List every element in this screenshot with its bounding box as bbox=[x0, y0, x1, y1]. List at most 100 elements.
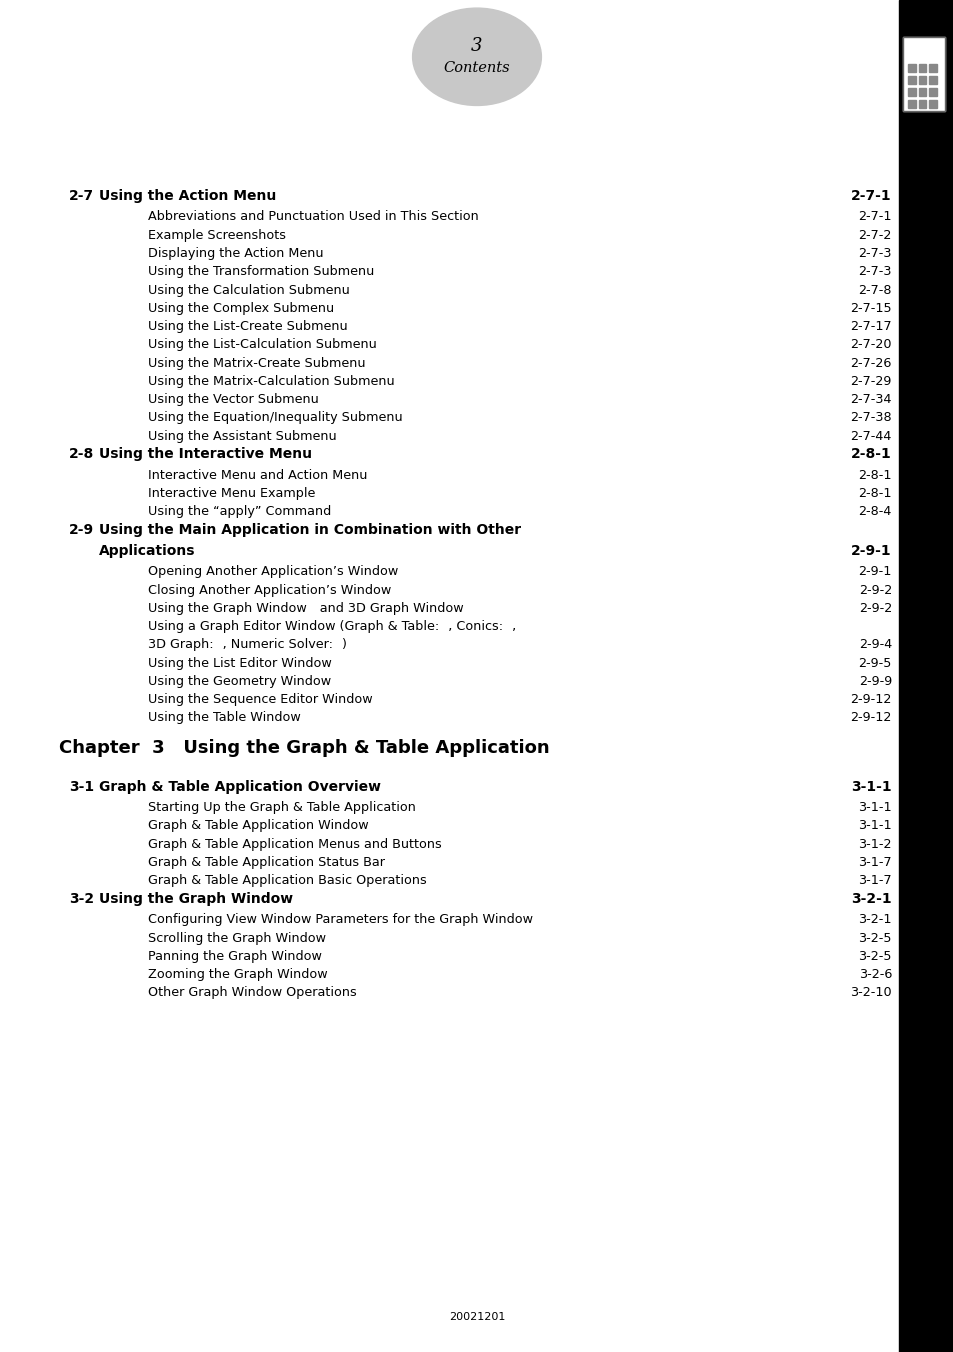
Bar bbox=[918, 64, 925, 72]
Text: 2-7-15: 2-7-15 bbox=[849, 301, 891, 315]
Text: Using the List Editor Window: Using the List Editor Window bbox=[148, 657, 340, 669]
Text: Using the Assistant Submenu: Using the Assistant Submenu bbox=[148, 430, 336, 442]
Bar bbox=[898, 0, 953, 1352]
Text: Graph & Table Application Basic Operations: Graph & Table Application Basic Operatio… bbox=[148, 875, 426, 887]
Text: 2-9: 2-9 bbox=[69, 523, 93, 537]
Text: 3D Graph:   , Numeric Solver:   ): 3D Graph: , Numeric Solver: ) bbox=[148, 638, 346, 652]
Text: Starting Up the Graph & Table Application: Starting Up the Graph & Table Applicatio… bbox=[148, 802, 416, 814]
Text: 20021201: 20021201 bbox=[448, 1311, 505, 1322]
Text: 2-9-5: 2-9-5 bbox=[858, 657, 891, 669]
Bar bbox=[907, 47, 940, 68]
Bar bbox=[928, 100, 936, 108]
Text: 3-2-5: 3-2-5 bbox=[858, 932, 891, 945]
Text: 3-2-10: 3-2-10 bbox=[849, 987, 891, 999]
Text: 3-1-7: 3-1-7 bbox=[858, 875, 891, 887]
Text: Interactive Menu Example: Interactive Menu Example bbox=[148, 487, 314, 500]
Bar bbox=[918, 100, 925, 108]
Text: 3: 3 bbox=[471, 37, 482, 55]
Bar bbox=[907, 76, 915, 84]
Text: Chapter  3   Using the Graph & Table Application: Chapter 3 Using the Graph & Table Applic… bbox=[59, 740, 549, 757]
Text: Configuring View Window Parameters for the Graph Window: Configuring View Window Parameters for t… bbox=[148, 914, 533, 926]
Text: Using the Table Window: Using the Table Window bbox=[148, 711, 310, 725]
Bar bbox=[928, 76, 936, 84]
Bar bbox=[907, 64, 915, 72]
Text: 3-1-7: 3-1-7 bbox=[858, 856, 891, 869]
Bar bbox=[918, 88, 925, 96]
Text: 2-7-17: 2-7-17 bbox=[849, 320, 891, 333]
Text: Using a Graph Editor Window (Graph & Table:   , Conics:   ,: Using a Graph Editor Window (Graph & Tab… bbox=[148, 621, 516, 633]
Text: 3-1-1: 3-1-1 bbox=[858, 819, 891, 833]
Ellipse shape bbox=[412, 8, 541, 105]
Text: Zooming the Graph Window: Zooming the Graph Window bbox=[148, 968, 327, 982]
Bar bbox=[928, 64, 936, 72]
Text: 3-1-2: 3-1-2 bbox=[858, 838, 891, 850]
Text: Scrolling the Graph Window: Scrolling the Graph Window bbox=[148, 932, 326, 945]
Text: 2-7-1: 2-7-1 bbox=[850, 189, 891, 203]
Text: 2-9-12: 2-9-12 bbox=[850, 711, 891, 725]
Text: 2-9-2: 2-9-2 bbox=[858, 602, 891, 615]
Text: 2-7: 2-7 bbox=[69, 189, 93, 203]
Text: Abbreviations and Punctuation Used in This Section: Abbreviations and Punctuation Used in Th… bbox=[148, 211, 478, 223]
Text: 2-7-34: 2-7-34 bbox=[849, 393, 891, 406]
Text: Using the List-Calculation Submenu: Using the List-Calculation Submenu bbox=[148, 338, 376, 352]
Text: 2-7-8: 2-7-8 bbox=[858, 284, 891, 296]
Text: Graph & Table Application Menus and Buttons: Graph & Table Application Menus and Butt… bbox=[148, 838, 441, 850]
Text: Applications: Applications bbox=[99, 544, 195, 558]
Text: Using the Complex Submenu: Using the Complex Submenu bbox=[148, 301, 334, 315]
Text: 3-1-1: 3-1-1 bbox=[850, 780, 891, 794]
Text: Using the Graph Window: Using the Graph Window bbox=[99, 892, 293, 906]
Text: 2-7-29: 2-7-29 bbox=[850, 375, 891, 388]
Text: Using the Graph Window    and 3D Graph Window: Using the Graph Window and 3D Graph Wind… bbox=[148, 602, 472, 615]
Bar bbox=[907, 88, 915, 96]
Text: Using the Interactive Menu: Using the Interactive Menu bbox=[99, 448, 312, 461]
Text: Using the Equation/Inequality Submenu: Using the Equation/Inequality Submenu bbox=[148, 411, 402, 425]
Bar bbox=[902, 37, 944, 111]
Text: Graph & Table Application Window: Graph & Table Application Window bbox=[148, 819, 368, 833]
Text: Other Graph Window Operations: Other Graph Window Operations bbox=[148, 987, 356, 999]
Text: 3-2-1: 3-2-1 bbox=[858, 914, 891, 926]
Text: Using the “apply” Command: Using the “apply” Command bbox=[148, 506, 331, 518]
Text: 2-9-4: 2-9-4 bbox=[858, 638, 891, 652]
Text: Using the Geometry Window: Using the Geometry Window bbox=[148, 675, 339, 688]
Text: 2-9-9: 2-9-9 bbox=[858, 675, 891, 688]
Text: Using the Matrix-Create Submenu: Using the Matrix-Create Submenu bbox=[148, 357, 365, 369]
Text: 2-7-3: 2-7-3 bbox=[858, 265, 891, 279]
Text: 2-7-2: 2-7-2 bbox=[858, 228, 891, 242]
Text: 2-8-1: 2-8-1 bbox=[858, 487, 891, 500]
Text: 3-2-1: 3-2-1 bbox=[850, 892, 891, 906]
Text: 2-7-26: 2-7-26 bbox=[850, 357, 891, 369]
Text: Contents: Contents bbox=[443, 61, 510, 74]
Text: 2-8-4: 2-8-4 bbox=[858, 506, 891, 518]
Text: Interactive Menu and Action Menu: Interactive Menu and Action Menu bbox=[148, 469, 367, 481]
Text: Graph & Table Application Overview: Graph & Table Application Overview bbox=[99, 780, 381, 794]
Bar bbox=[902, 37, 944, 111]
Text: Panning the Graph Window: Panning the Graph Window bbox=[148, 950, 321, 963]
Text: 2-8-1: 2-8-1 bbox=[858, 469, 891, 481]
Text: Using the Vector Submenu: Using the Vector Submenu bbox=[148, 393, 318, 406]
Text: 2-7-38: 2-7-38 bbox=[849, 411, 891, 425]
Text: Graph & Table Application Status Bar: Graph & Table Application Status Bar bbox=[148, 856, 384, 869]
Text: 2-7-3: 2-7-3 bbox=[858, 247, 891, 260]
Text: Opening Another Application’s Window: Opening Another Application’s Window bbox=[148, 565, 397, 579]
Text: 2-9-2: 2-9-2 bbox=[858, 584, 891, 596]
Bar bbox=[928, 88, 936, 96]
Text: Closing Another Application’s Window: Closing Another Application’s Window bbox=[148, 584, 391, 596]
Text: Example Screenshots: Example Screenshots bbox=[148, 228, 286, 242]
Text: 3-1-1: 3-1-1 bbox=[858, 802, 891, 814]
Text: 2-7-1: 2-7-1 bbox=[858, 211, 891, 223]
Text: 2-9-1: 2-9-1 bbox=[858, 565, 891, 579]
Text: Using the Matrix-Calculation Submenu: Using the Matrix-Calculation Submenu bbox=[148, 375, 395, 388]
Text: 2-8-1: 2-8-1 bbox=[850, 448, 891, 461]
Text: 2-8: 2-8 bbox=[69, 448, 93, 461]
Text: Using the Action Menu: Using the Action Menu bbox=[99, 189, 276, 203]
Bar bbox=[918, 76, 925, 84]
Text: Using the Main Application in Combination with Other: Using the Main Application in Combinatio… bbox=[99, 523, 520, 537]
Text: 3-2: 3-2 bbox=[69, 892, 93, 906]
Text: Displaying the Action Menu: Displaying the Action Menu bbox=[148, 247, 323, 260]
Text: Using the List-Create Submenu: Using the List-Create Submenu bbox=[148, 320, 347, 333]
Text: 2-9-12: 2-9-12 bbox=[850, 694, 891, 706]
Text: 2-7-44: 2-7-44 bbox=[850, 430, 891, 442]
Text: Using the Sequence Editor Window: Using the Sequence Editor Window bbox=[148, 694, 381, 706]
Text: 2-7-20: 2-7-20 bbox=[849, 338, 891, 352]
Text: 2-9-1: 2-9-1 bbox=[850, 544, 891, 558]
